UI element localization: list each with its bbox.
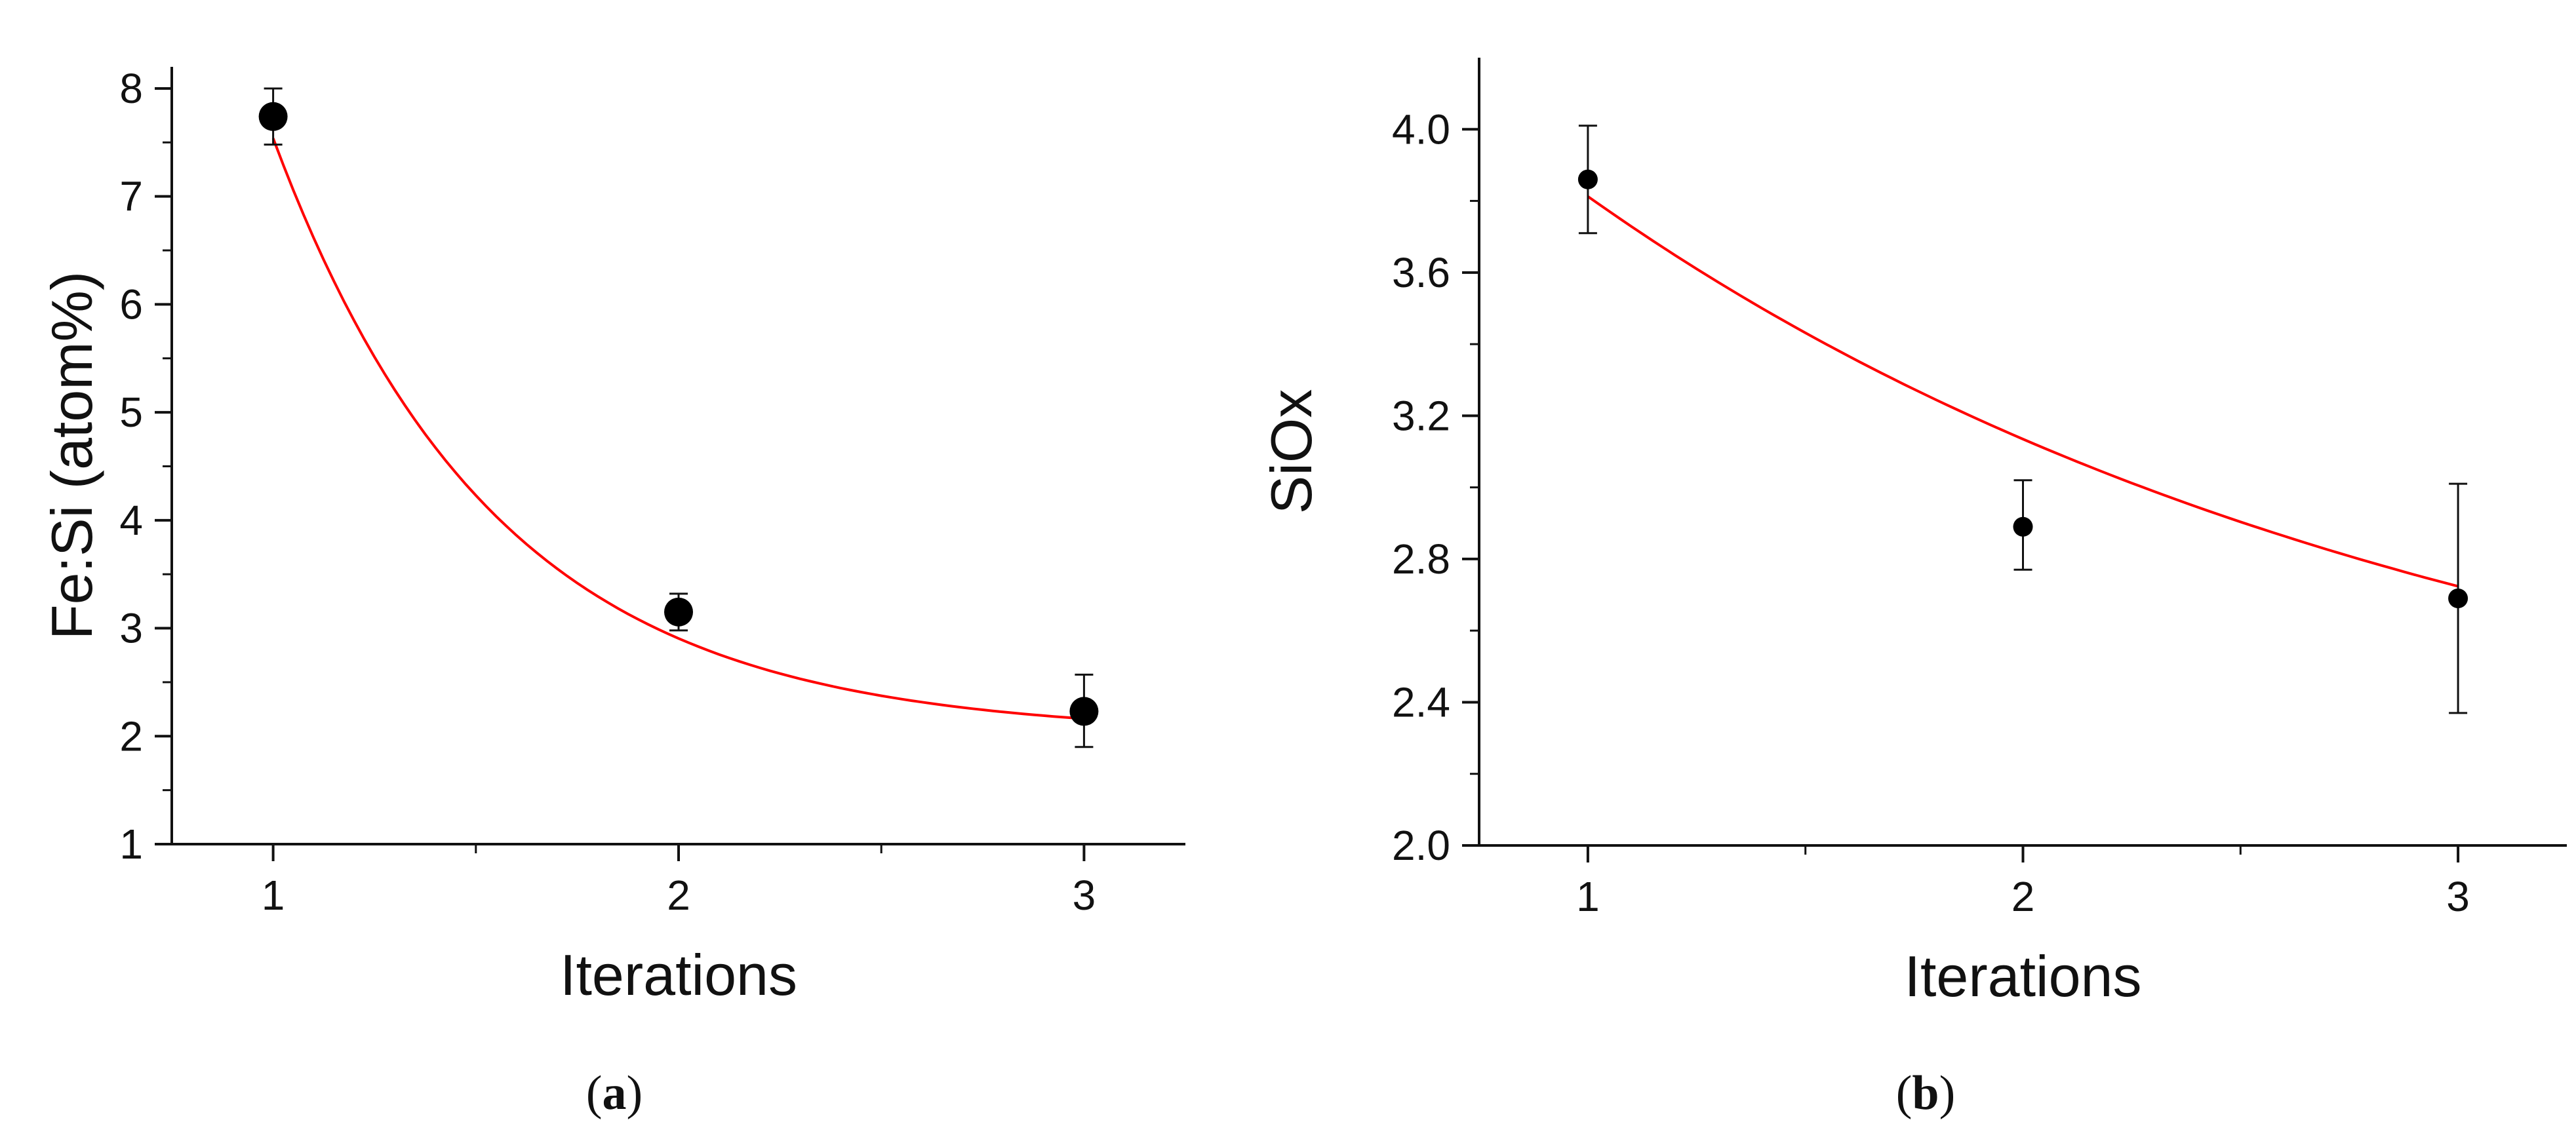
chart-b-x-tick-label: 2 bbox=[2011, 873, 2035, 920]
chart-b-caption-close: ) bbox=[1939, 1066, 1956, 1120]
chart-b-caption-open: ( bbox=[1896, 1066, 1912, 1120]
chart-a-caption-letter: a bbox=[603, 1066, 627, 1120]
chart-a-x-axis-title: Iterations bbox=[560, 942, 797, 1007]
chart-a-caption-open: ( bbox=[586, 1066, 603, 1120]
chart-a-svg: 1 2 3 4 5 6 7 8 1 2 3 Iterations Fe:Si (atom%) (a) bbox=[39, 65, 1185, 1120]
chart-a-y-tick-label: 7 bbox=[119, 173, 143, 220]
chart-a-x-tick-label: 2 bbox=[667, 872, 690, 919]
chart-a-x-tick-label: 1 bbox=[262, 872, 285, 919]
chart-a-fit-curve bbox=[271, 138, 1084, 720]
chart-a-data-point bbox=[664, 597, 693, 627]
chart-a-y-tick-label: 3 bbox=[119, 605, 143, 652]
chart-b-x-tick-label: 1 bbox=[1576, 873, 1600, 920]
chart-b-fit-curve bbox=[1587, 195, 2459, 588]
chart-b-svg: 2.0 2.4 2.8 3.2 3.6 4.0 1 2 3 Iterations SiOx (b) bbox=[1265, 58, 2567, 1120]
chart-a-y-tick-label: 1 bbox=[119, 821, 143, 868]
chart-b-y-tick-label: 4.0 bbox=[1392, 106, 1450, 153]
chart-a-data-point bbox=[1069, 697, 1099, 726]
chart-panel-b: 2.0 2.4 2.8 3.2 3.6 4.0 1 2 3 Iterations SiOx (b) bbox=[1265, 0, 2576, 1143]
chart-b-y-tick-label: 2.0 bbox=[1392, 822, 1450, 869]
chart-b-data-point bbox=[2448, 589, 2468, 609]
chart-b-caption: (b) bbox=[1896, 1066, 1955, 1120]
chart-b-x-tick-label: 3 bbox=[2446, 873, 2470, 920]
chart-a-y-tick-label: 6 bbox=[119, 281, 143, 328]
chart-panel-a: 1 2 3 4 5 6 7 8 1 2 3 Iterations Fe:Si (atom%) (a) bbox=[0, 0, 1265, 1143]
chart-a-x-tick-label: 3 bbox=[1073, 872, 1096, 919]
chart-a-y-tick-label: 5 bbox=[119, 389, 143, 436]
chart-b-y-tick-label: 3.6 bbox=[1392, 249, 1450, 296]
chart-a-data-point bbox=[258, 102, 288, 131]
chart-b-x-axis-title: Iterations bbox=[1905, 944, 2142, 1009]
chart-a-y-axis-title: Fe:Si (atom%) bbox=[39, 271, 104, 640]
chart-a-y-tick-label: 2 bbox=[119, 712, 143, 760]
chart-b-y-tick-label: 2.4 bbox=[1392, 678, 1450, 726]
chart-a-caption-close: ) bbox=[627, 1066, 643, 1120]
chart-a-y-tick-label: 4 bbox=[119, 497, 143, 544]
chart-a-y-tick-label: 8 bbox=[119, 65, 143, 112]
chart-b-data-point bbox=[1577, 169, 1598, 189]
chart-b-data-point bbox=[2013, 516, 2033, 537]
chart-a-caption: (a) bbox=[586, 1066, 643, 1120]
chart-b-caption-letter: b bbox=[1912, 1066, 1939, 1120]
chart-b-y-tick-label: 2.8 bbox=[1392, 535, 1450, 583]
chart-b-y-tick-label: 3.2 bbox=[1392, 392, 1450, 439]
chart-b-y-axis-title: SiOx bbox=[1265, 389, 1324, 514]
